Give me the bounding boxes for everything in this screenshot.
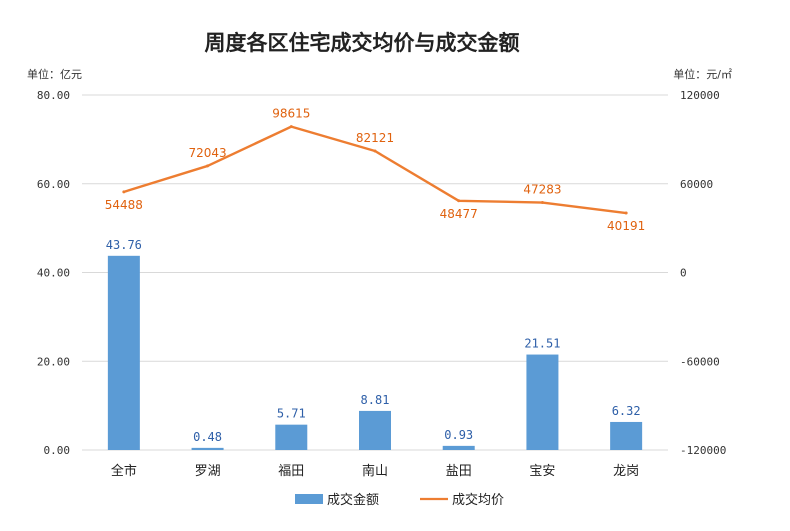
line-point	[289, 125, 293, 129]
right-tick-label: -120000	[680, 444, 726, 457]
x-category-label: 福田	[278, 464, 304, 479]
line-data-label: 98615	[272, 107, 310, 121]
line-point	[457, 199, 461, 203]
legend-label-line: 成交均价	[452, 492, 504, 508]
right-tick-label: 120000	[680, 89, 720, 102]
line-data-label: 54488	[105, 198, 143, 212]
bar-data-label: 0.93	[444, 428, 473, 442]
bar	[610, 421, 643, 450]
bar	[191, 447, 224, 450]
line-data-label: 82121	[356, 131, 394, 145]
bar	[359, 410, 391, 450]
bar-series: 43.76 0.48 5.71 8.81 0.93 21.51 6.32	[106, 238, 643, 450]
left-tick-label: 0.00	[44, 444, 71, 457]
gridlines	[82, 94, 668, 451]
legend-label-bar: 成交金额	[327, 492, 379, 508]
x-axis-categories: 全市 罗湖 福田 南山 盐田 宝安 龙岗	[111, 463, 639, 479]
bar-data-label: 21.51	[524, 337, 560, 351]
bar-data-label: 5.71	[277, 407, 306, 421]
line-data-label: 47283	[523, 183, 561, 197]
bar	[107, 255, 140, 450]
bar-data-label: 0.48	[193, 430, 222, 444]
left-tick-label: 80.00	[37, 89, 70, 102]
bar-data-label: 8.81	[361, 393, 390, 407]
bar	[442, 445, 475, 450]
x-category-label: 全市	[111, 463, 137, 479]
left-axis-unit: 单位：亿元	[27, 67, 82, 81]
line-point	[624, 211, 628, 215]
line-point	[206, 164, 210, 168]
x-category-label: 盐田	[446, 464, 472, 479]
x-category-label: 罗湖	[195, 464, 221, 479]
bar-data-label: 43.76	[106, 238, 142, 252]
bar	[275, 424, 308, 450]
left-tick-label: 60.00	[37, 178, 70, 191]
right-tick-label: 60000	[680, 178, 713, 191]
bar-data-label: 6.32	[612, 404, 641, 418]
line-data-label: 72043	[188, 146, 226, 160]
left-tick-label: 20.00	[37, 355, 70, 368]
x-category-label: 龙岗	[613, 464, 639, 479]
x-category-label: 南山	[362, 463, 388, 479]
left-tick-label: 40.00	[37, 267, 70, 280]
line-data-label: 40191	[607, 219, 645, 233]
line-data-label: 48477	[440, 207, 478, 221]
line-point	[540, 201, 544, 205]
line-point	[373, 149, 377, 153]
legend-swatch-bar	[295, 494, 323, 504]
right-axis-unit: 单位：元/㎡	[673, 67, 732, 81]
left-y-axis: 0.00 20.00 40.00 60.00 80.00	[37, 89, 70, 457]
x-category-label: 宝安	[529, 464, 555, 479]
line-point	[122, 190, 126, 194]
right-tick-label: 0	[680, 267, 687, 280]
line-series: 54488 72043 98615 82121 48477 47283 40191	[105, 107, 645, 233]
legend: 成交金额 成交均价	[295, 492, 504, 508]
right-tick-label: -60000	[680, 355, 720, 368]
bar	[526, 354, 559, 450]
right-y-axis: -120000 -60000 0 60000 120000	[680, 89, 726, 457]
chart-title: 周度各区住宅成交均价与成交金额	[205, 31, 520, 55]
